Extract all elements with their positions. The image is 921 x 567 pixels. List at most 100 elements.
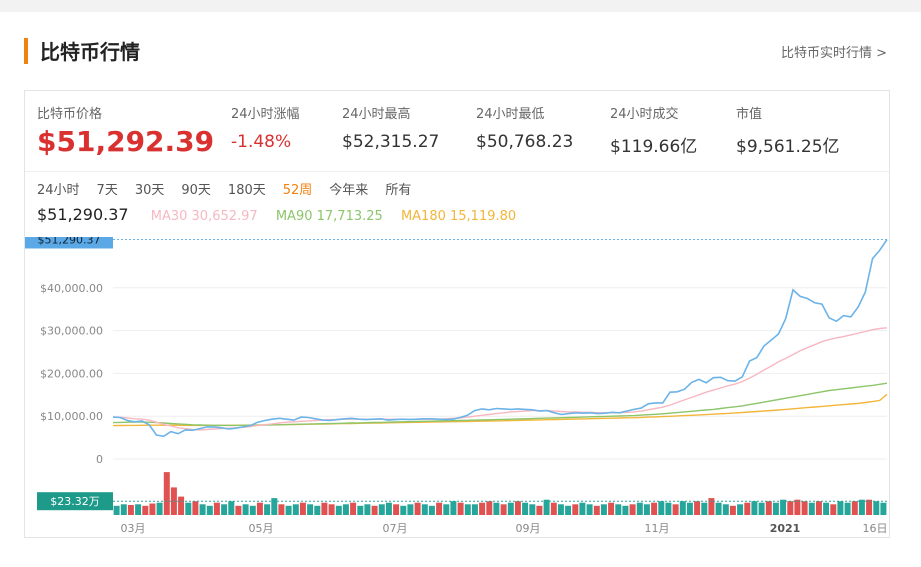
price-chart[interactable]: 0 $10,000.00 $20,000.00 $30,000.00 $40,000.0…	[25, 237, 889, 537]
volume-bar	[450, 501, 457, 515]
volume-tag: $23.32万	[50, 495, 100, 508]
volume-bar	[751, 501, 758, 515]
volume-bar	[708, 498, 715, 515]
volume-bar	[572, 504, 579, 515]
volume-bar	[744, 502, 751, 515]
ma30-line	[112, 327, 888, 431]
volume-bar	[808, 502, 815, 515]
price-line	[112, 239, 888, 438]
stats-divider	[25, 171, 889, 172]
volume-bar	[242, 504, 249, 515]
range-tab-5[interactable]: 52周	[282, 183, 313, 198]
realtime-quote-link[interactable]: 比特币实时行情 >	[780, 46, 887, 61]
stat-volume-label: 24小时成交	[610, 107, 679, 122]
volume-bar	[199, 504, 206, 515]
volume-bar	[314, 505, 321, 515]
ma30-legend: MA30 30,652.97	[150, 209, 258, 224]
range-tab-1[interactable]: 7天	[96, 183, 118, 198]
volume-bar	[127, 505, 134, 515]
stat-low-label: 24小时最低	[476, 107, 545, 122]
volume-bar	[844, 502, 851, 515]
volume-bar	[120, 504, 127, 515]
volume-bar	[350, 502, 357, 515]
volume-bar	[815, 501, 822, 515]
volume-bar	[686, 502, 693, 515]
current-price: $51,290.37	[37, 205, 129, 224]
range-tab-0[interactable]: 24小时	[37, 183, 80, 198]
volume-bar	[486, 501, 493, 515]
volume-bar	[285, 505, 292, 515]
volume-bar	[787, 501, 794, 515]
volume-bar	[493, 502, 500, 515]
y-tick-3: $30,000.00	[40, 325, 103, 338]
stat-change-label: 24小时涨幅	[231, 107, 300, 122]
volume-bar	[866, 499, 873, 515]
volume-bar	[471, 504, 478, 515]
volume-bar	[536, 505, 543, 515]
volume-bar	[715, 502, 722, 515]
volume-bar	[837, 501, 844, 515]
volume-bar	[629, 504, 636, 515]
volume-bar	[163, 472, 170, 515]
volume-bar	[615, 504, 622, 515]
volume-bar	[249, 505, 256, 515]
volume-bar	[457, 502, 464, 515]
volume-bar	[335, 505, 342, 515]
title-accent-bar	[24, 38, 28, 64]
range-tabs: 24小时 7天 30天 90天 180天 52周 今年来 所有	[37, 179, 428, 198]
volume-bar	[500, 504, 507, 515]
volume-bar	[658, 501, 665, 515]
volume-bar	[299, 502, 306, 515]
volume-bar	[221, 504, 228, 515]
volume-bar	[436, 502, 443, 515]
range-tab-2[interactable]: 30天	[134, 183, 165, 198]
volume-bar	[206, 505, 213, 515]
range-tab-3[interactable]: 90天	[181, 183, 211, 198]
quote-card: 比特币价格 $51,292.39 24小时涨幅 -1.48% 24小时最高 $5…	[24, 90, 890, 538]
volume-bar	[565, 505, 572, 515]
current-price-tag-bg	[25, 237, 113, 249]
range-tab-7[interactable]: 所有	[385, 183, 412, 198]
volume-bar	[142, 505, 149, 515]
volume-bar	[443, 504, 450, 515]
volume-tag-bg	[37, 492, 113, 511]
volume-bar	[851, 501, 858, 515]
y-tick-2: $20,000.00	[40, 367, 103, 380]
volume-bar	[858, 499, 865, 515]
stat-price: 比特币价格 $51,292.39	[37, 103, 214, 158]
volume-bar	[185, 502, 192, 515]
volume-bar	[342, 504, 349, 515]
x-tick-3: 09月	[516, 522, 541, 535]
volume-bar	[636, 502, 643, 515]
volume-bar	[608, 502, 615, 515]
volume-bar	[321, 502, 328, 515]
volume-bar	[407, 504, 414, 515]
stat-volume-value: $119.66亿	[610, 137, 698, 157]
volume-bar	[385, 502, 392, 515]
volume-bar	[292, 504, 299, 515]
volume-bar	[557, 504, 564, 515]
volume-bar	[722, 504, 729, 515]
stat-mcap-label: 市值	[736, 107, 763, 122]
volume-bar	[830, 504, 837, 515]
volume-bar	[729, 505, 736, 515]
volume-bar	[271, 498, 278, 515]
range-tab-6[interactable]: 今年来	[329, 183, 369, 198]
stat-low-value: $50,768.23	[476, 132, 574, 152]
volume-bar	[880, 502, 887, 515]
volume-bar	[701, 502, 708, 515]
volume-bar	[149, 503, 156, 515]
ma-legend: $51,290.37 MA30 30,652.97 MA90 17,713.25…	[37, 205, 530, 224]
volume-bar	[113, 505, 120, 515]
range-tab-4[interactable]: 180天	[227, 183, 266, 198]
volume-bar	[679, 501, 686, 515]
x-tick-4: 11月	[645, 522, 670, 535]
y-tick-4: $40,000.00	[40, 282, 103, 295]
volume-bar	[307, 504, 314, 515]
volume-bar	[256, 502, 263, 515]
volume-bar	[873, 501, 880, 515]
volume-bar	[758, 502, 765, 515]
volume-bar	[213, 502, 220, 515]
volume-bar	[364, 504, 371, 515]
x-tick-5: 2021	[770, 522, 801, 535]
